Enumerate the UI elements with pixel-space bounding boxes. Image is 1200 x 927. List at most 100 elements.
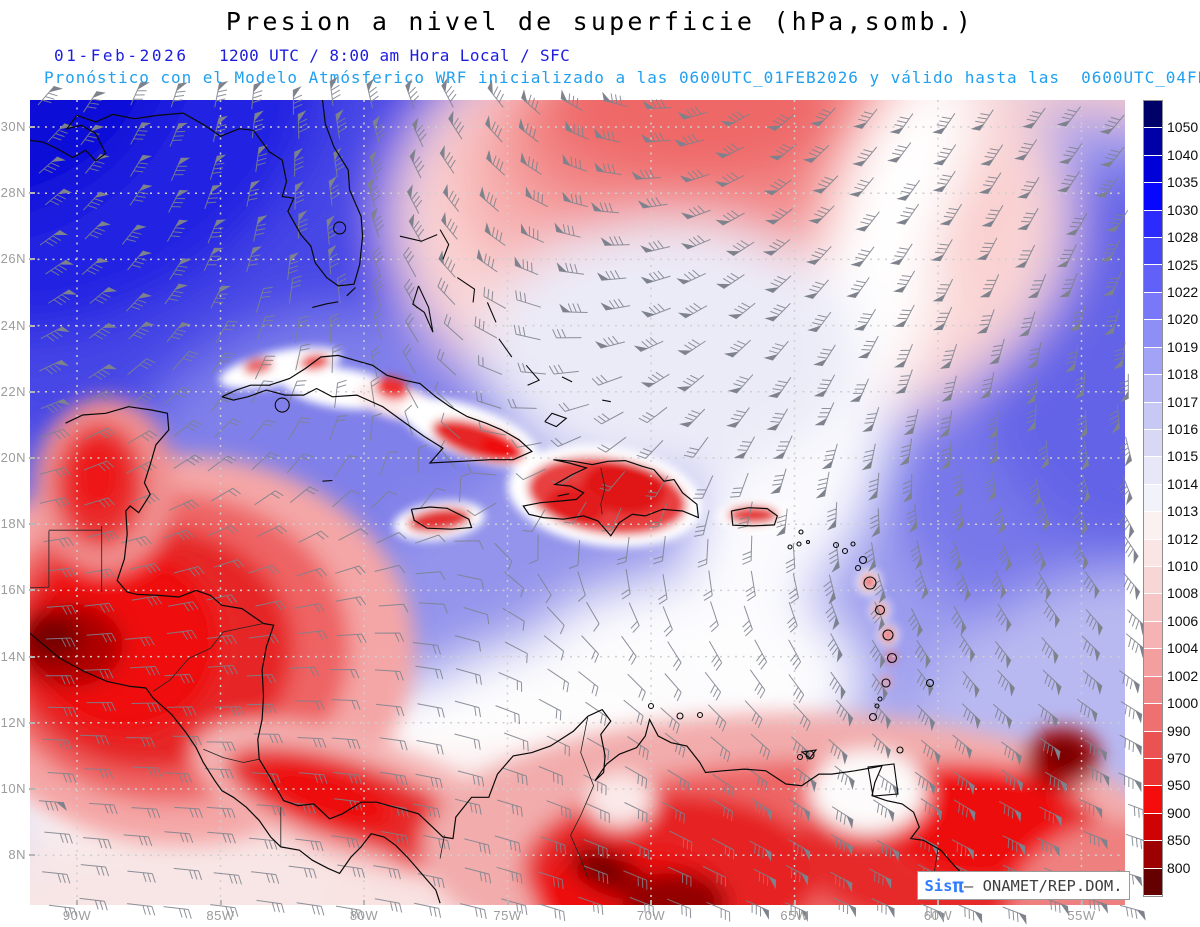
colorbar-swatch: [1144, 868, 1162, 895]
colorbar-swatch: [1144, 594, 1162, 621]
colorbar-swatch: [1144, 621, 1162, 649]
lon-tick: [937, 900, 939, 905]
lat-tick: [29, 788, 35, 790]
colorbar-level-label: 1014: [1167, 475, 1199, 492]
lat-label: 20N: [0, 450, 26, 465]
colorbar-level-label: 1030: [1167, 201, 1199, 218]
lon-label: 70W: [636, 908, 666, 923]
colorbar-swatch: [1144, 676, 1162, 704]
lat-label: 24N: [0, 317, 26, 333]
page-title: Presion a nivel de superficie (hPa,somb.…: [225, 7, 975, 36]
colorbar-swatch: [1144, 649, 1162, 676]
lat-tick: [29, 390, 35, 393]
colorbar: [1143, 100, 1163, 897]
lat-tick: [29, 589, 35, 592]
colorbar-level-label: 1004: [1167, 640, 1199, 657]
colorbar-level-label: 1025: [1167, 256, 1199, 273]
colorbar-swatch: [1144, 292, 1162, 320]
colorbar-swatch: [1144, 512, 1162, 539]
colorbar-swatch: [1144, 265, 1162, 292]
colorbar-swatch: [1144, 567, 1162, 594]
lon-tick: [219, 900, 222, 905]
watermark-brand: Sis: [924, 876, 953, 895]
lon-label: 75W: [493, 908, 522, 923]
colorbar-swatch: [1144, 539, 1162, 567]
pressure-shading-canvas: [30, 76, 1153, 925]
colorbar-level-label: 1035: [1167, 174, 1199, 191]
colorbar-level-label: 1015: [1167, 448, 1199, 465]
colorbar-level-label: 1013: [1167, 503, 1199, 520]
valid-time: 1200 UTC / 8:00 am Hora Local / SFC: [219, 46, 571, 65]
lat-tick: [29, 126, 35, 128]
lat-label: 28N: [0, 185, 26, 201]
colorbar-level-label: 1008: [1167, 585, 1199, 602]
lon-label: 90W: [62, 908, 92, 923]
map-area: [30, 76, 1153, 925]
lon-tick: [650, 900, 652, 905]
colorbar-swatch: [1144, 210, 1162, 238]
coastlines: [30, 100, 982, 904]
lon-tick: [793, 900, 796, 905]
valid-date: 01-Feb-2026: [54, 46, 189, 65]
colorbar-level-label: 850: [1167, 832, 1191, 849]
lat-label: 22N: [0, 383, 26, 399]
graticule: [30, 100, 1125, 905]
colorbar-swatch: [1144, 101, 1162, 128]
colorbar-level-label: 970: [1167, 749, 1191, 766]
colorbar-swatch: [1144, 429, 1162, 457]
colorbar-level-label: 1002: [1167, 667, 1199, 684]
lat-tick: [29, 523, 35, 526]
colorbar-swatch: [1144, 375, 1162, 402]
lat-label: 30N: [0, 119, 26, 134]
colorbar-swatch: [1144, 238, 1162, 265]
lat-label: 8N: [8, 847, 26, 863]
colorbar-swatch: [1144, 320, 1162, 347]
colorbar-level-label: 1018: [1167, 366, 1199, 383]
colorbar-level-label: 1020: [1167, 311, 1199, 328]
colorbar-level-label: 1050: [1167, 119, 1199, 136]
lon-label: 80W: [349, 908, 379, 923]
lon-tick: [363, 900, 365, 905]
colorbar-level-label: 1022: [1167, 283, 1199, 300]
lat-label: 26N: [0, 251, 26, 267]
lat-tick: [29, 258, 35, 261]
colorbar-level-label: 1017: [1167, 393, 1199, 410]
lon-tick: [506, 900, 509, 905]
lon-label: 60W: [923, 908, 953, 923]
colorbar-swatch: [1144, 841, 1162, 868]
colorbar-swatch: [1144, 155, 1162, 183]
lat-tick: [29, 721, 35, 724]
watermark-pi-icon: π: [952, 874, 964, 897]
colorbar-swatch: [1144, 704, 1162, 731]
colorbar-level-label: 1028: [1167, 229, 1199, 246]
lon-tick: [1080, 900, 1083, 905]
lat-tick: [29, 324, 35, 327]
colorbar-level-label: 1010: [1167, 558, 1199, 574]
lat-label: 10N: [0, 781, 26, 796]
colorbar-swatch: [1144, 457, 1162, 484]
watermark-dash: –: [963, 876, 983, 895]
lon-label: 55W: [1067, 908, 1096, 923]
colorbar-level-label: 1019: [1167, 338, 1199, 355]
colorbar-swatch: [1144, 813, 1162, 841]
lat-tick: [29, 457, 35, 459]
wind-barbs: [37, 76, 1153, 925]
lat-tick: [29, 655, 35, 658]
lat-label: 18N: [0, 516, 26, 532]
colorbar-swatch: [1144, 731, 1162, 758]
lon-label: 85W: [206, 908, 235, 923]
colorbar-level-label: 1012: [1167, 530, 1199, 547]
colorbar-level-label: 900: [1167, 804, 1191, 821]
colorbar-level-label: 990: [1167, 722, 1191, 739]
colorbar-swatch: [1144, 786, 1162, 813]
lat-label: 16N: [0, 582, 26, 598]
colorbar-swatch: [1144, 484, 1162, 512]
colorbar-swatch: [1144, 128, 1162, 155]
colorbar-swatch: [1144, 183, 1162, 210]
colorbar-swatch: [1144, 402, 1162, 429]
colorbar-level-label: 950: [1167, 777, 1191, 794]
forecast-subtitle: Pronóstico con el Modelo Atmósferico WRF…: [44, 68, 1200, 87]
colorbar-level-label: 1040: [1167, 146, 1199, 163]
lat-tick: [29, 854, 35, 857]
